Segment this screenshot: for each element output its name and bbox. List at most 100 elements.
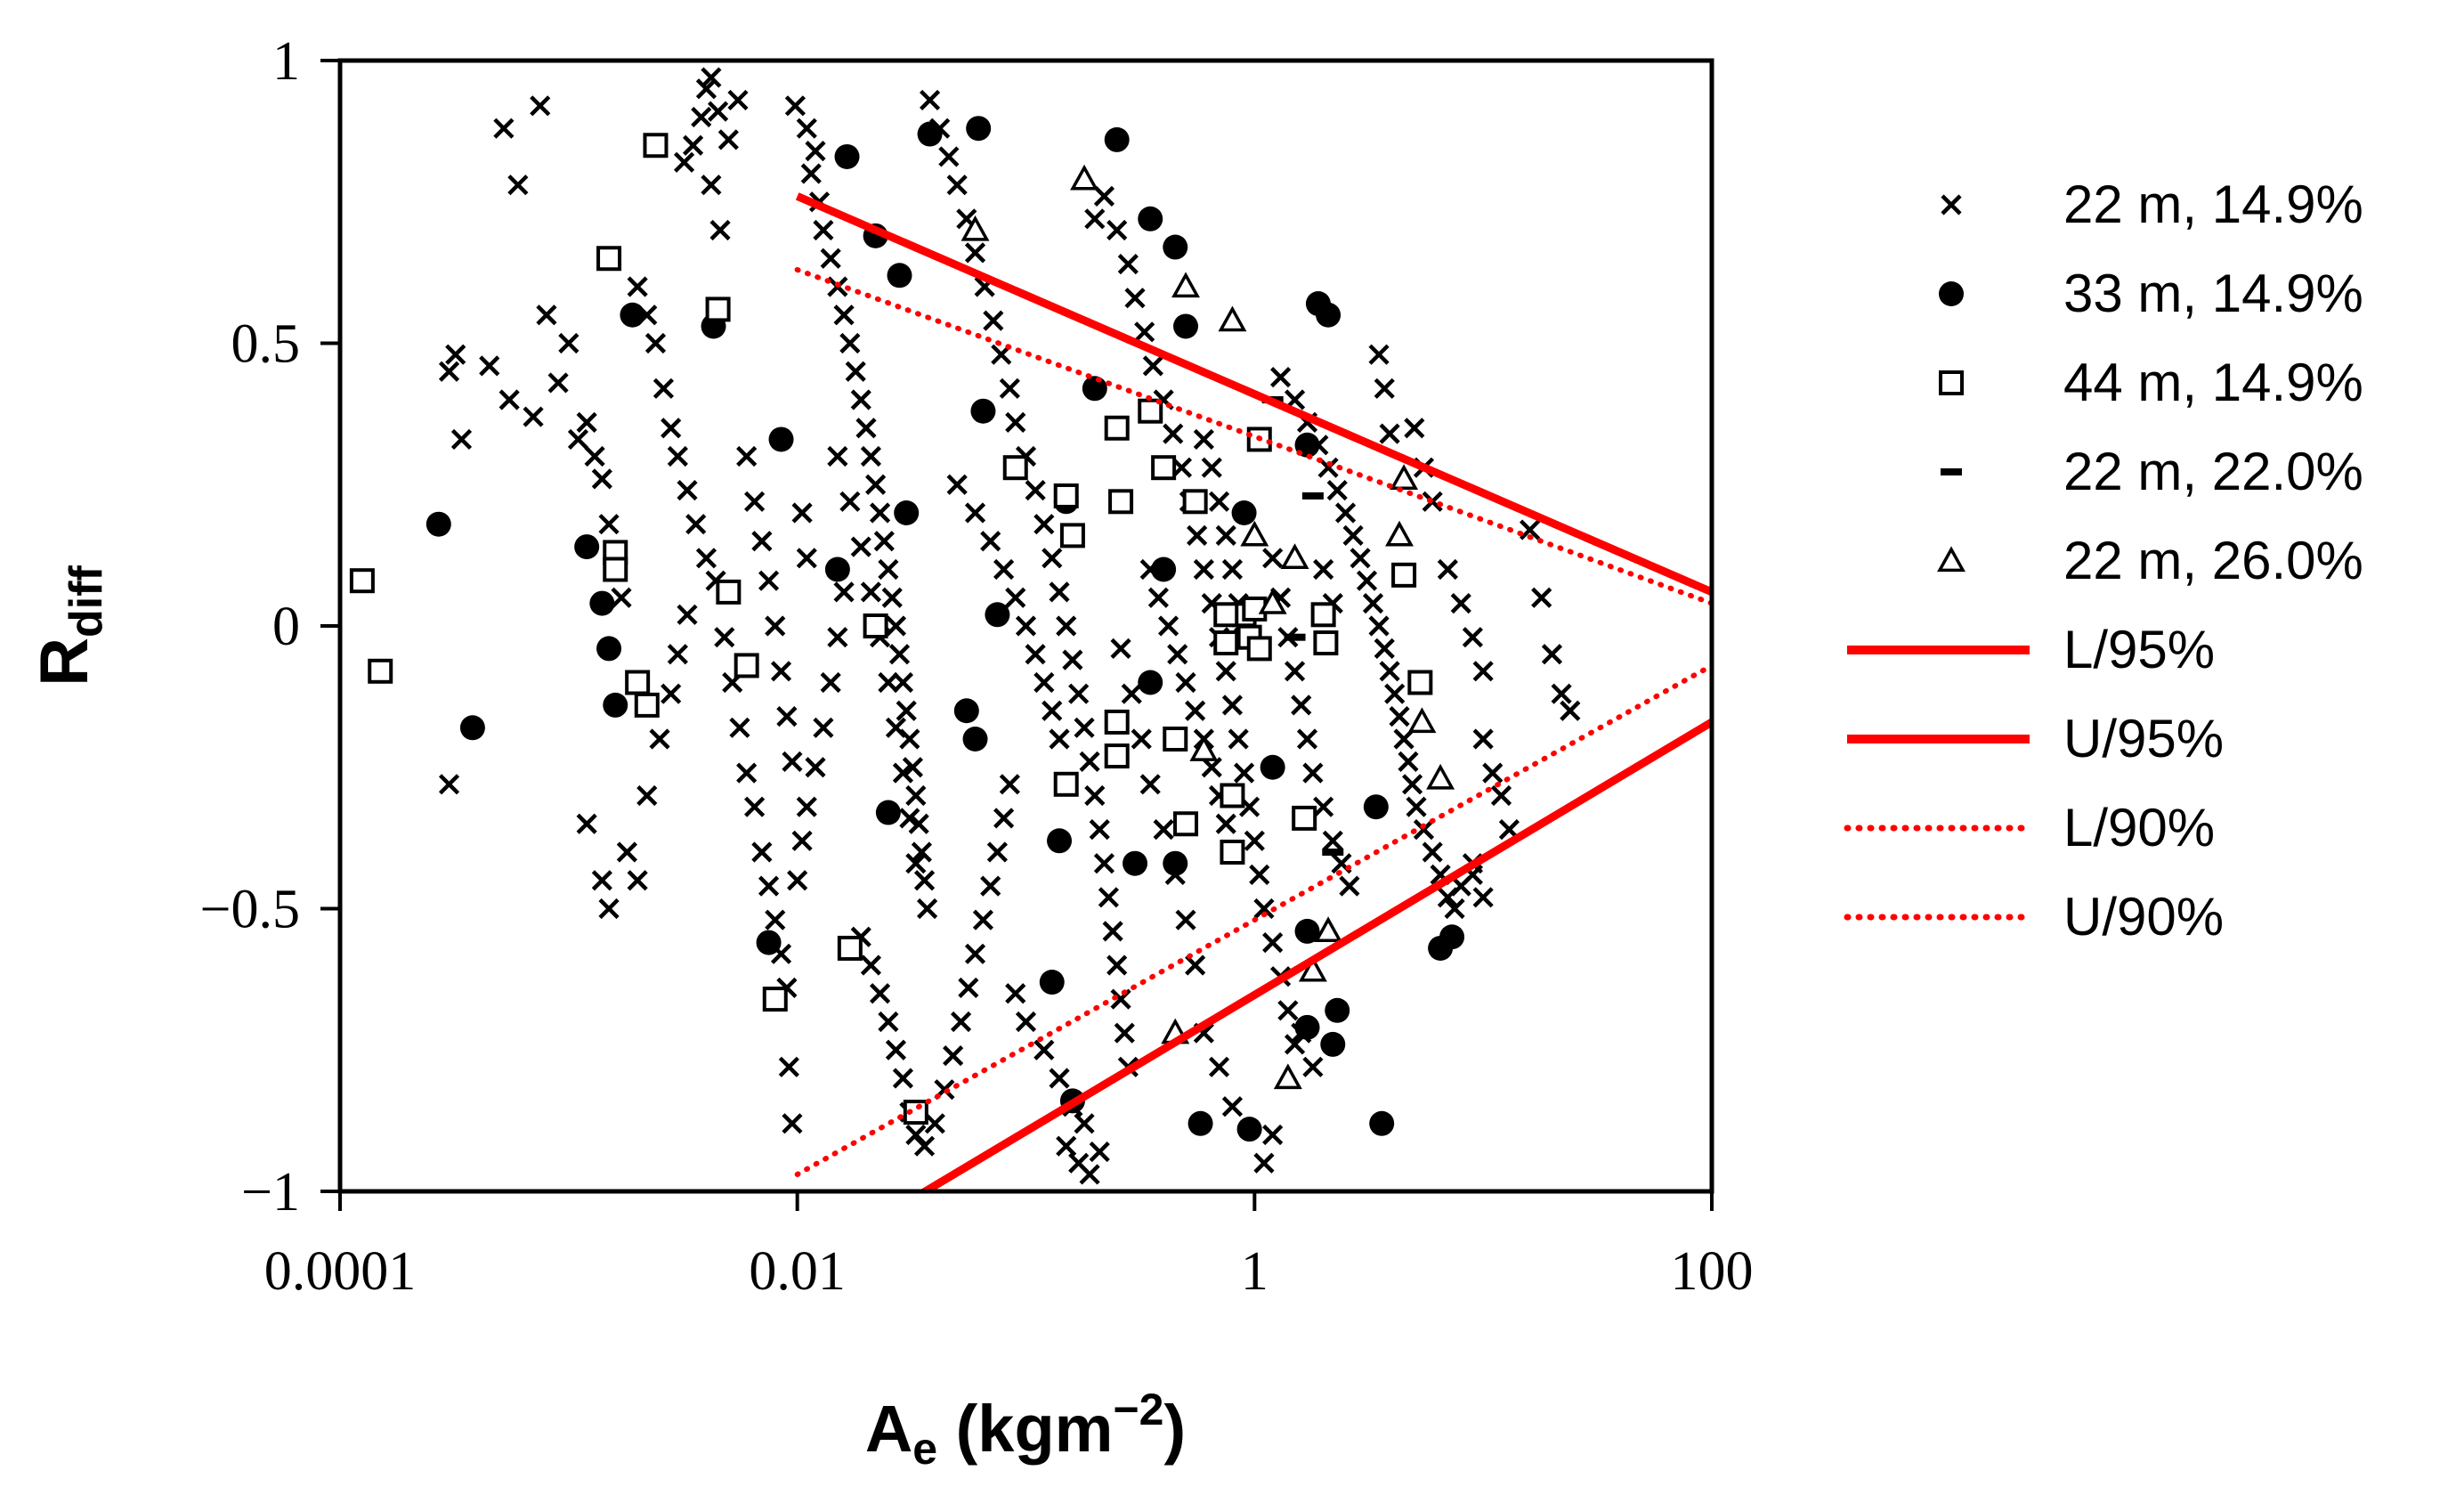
data-point-x-0-39 xyxy=(709,219,731,241)
data-point-circle-1-36 xyxy=(1163,850,1188,876)
data-point-square-2-29 xyxy=(1220,840,1245,865)
data-point-x-0-146 xyxy=(1106,955,1128,976)
data-point-x-0-115 xyxy=(972,909,994,930)
data-point-x-0-238 xyxy=(1531,587,1552,608)
data-point-circle-1-15 xyxy=(970,398,996,424)
data-point-x-0-116 xyxy=(980,875,1001,897)
data-point-x-0-293 xyxy=(1215,524,1236,546)
data-point-x-0-177 xyxy=(1228,728,1249,750)
data-point-x-0-267 xyxy=(892,762,914,784)
data-point-triangle-4-4 xyxy=(1240,520,1269,547)
data-point-x-0-25 xyxy=(636,784,658,807)
data-point-x-0-145 xyxy=(1102,921,1123,942)
y-axis-title-subscript: diff xyxy=(61,565,112,638)
data-point-x-0-23 xyxy=(616,841,637,863)
data-point-x-0-181 xyxy=(1249,864,1270,885)
data-point-x-0-214 xyxy=(1384,683,1406,704)
y-tick-label-1: 0.5 xyxy=(231,314,301,375)
data-point-x-0-198 xyxy=(1121,683,1142,704)
y-tick-label-0: 1 xyxy=(272,31,300,92)
data-point-square-2-6 xyxy=(603,557,628,582)
data-point-x-0-81 xyxy=(850,389,871,410)
legend-label-2: 44 m, 14.9% xyxy=(2063,353,2363,412)
data-point-x-0-242 xyxy=(1490,784,1512,807)
data-point-x-0-125 xyxy=(964,242,986,264)
data-point-x-0-31 xyxy=(691,106,712,128)
data-point-x-0-11 xyxy=(547,372,569,394)
data-point-circle-1-8 xyxy=(756,930,782,955)
data-point-x-0-108 xyxy=(913,1135,936,1157)
data-point-x-0-218 xyxy=(1402,774,1423,795)
data-point-x-0-144 xyxy=(1098,887,1119,908)
data-point-x-0-222 xyxy=(1379,423,1400,444)
data-point-x-0-32 xyxy=(695,78,717,100)
data-point-x-0-271 xyxy=(744,491,766,512)
data-point-x-0-22 xyxy=(598,898,620,920)
data-point-x-0-259 xyxy=(1049,728,1070,750)
data-point-square-2-35 xyxy=(1213,602,1239,628)
data-point-x-0-2 xyxy=(450,428,473,451)
data-point-circle-1-35 xyxy=(1294,918,1320,944)
data-point-x-0-89 xyxy=(885,615,907,637)
data-point-x-0-159 xyxy=(1005,983,1026,1004)
data-point-circle-1-48 xyxy=(962,727,988,752)
data-point-x-0-172 xyxy=(1193,558,1214,581)
data-point-x-0-14 xyxy=(576,411,597,433)
data-point-x-0-69 xyxy=(833,581,855,603)
data-point-x-0-45 xyxy=(667,445,688,467)
data-point-circle-1-45 xyxy=(1231,500,1257,525)
data-point-x-0-88 xyxy=(881,587,903,608)
data-point-x-0-50 xyxy=(714,627,735,648)
data-point-x-0-269 xyxy=(905,853,927,874)
y-axis-title-base: R xyxy=(27,638,102,687)
data-point-x-0-27 xyxy=(661,683,682,704)
y-tick-label-4: −1 xyxy=(241,1162,300,1223)
legend-label-0: 22 m, 14.9% xyxy=(2063,175,2363,234)
data-point-triangle-4-5 xyxy=(1280,543,1309,569)
data-point-x-0-1 xyxy=(438,361,460,382)
data-point-x-0-37 xyxy=(673,151,695,173)
data-point-triangle-4-14 xyxy=(1407,707,1437,734)
data-point-circle-1-38 xyxy=(1123,850,1148,876)
x-axis-title-superscript: −2 xyxy=(1113,1385,1163,1434)
data-point-circle-1-39 xyxy=(894,500,920,525)
data-point-x-0-10 xyxy=(536,305,557,326)
data-point-circle-1-41 xyxy=(953,698,979,724)
data-point-x-0-52 xyxy=(729,717,750,738)
axis-ticks xyxy=(320,59,1714,1211)
data-point-x-0-235 xyxy=(1462,627,1484,648)
legend-label-4: 22 m, 26.0% xyxy=(2063,531,2363,590)
data-point-x-0-7 xyxy=(498,389,520,410)
data-point-x-0-8 xyxy=(507,175,529,196)
data-point-x-0-67 xyxy=(820,671,841,694)
data-point-x-0-98 xyxy=(913,870,936,891)
data-point-x-0-34 xyxy=(708,101,729,122)
x-axis-title-base: A xyxy=(865,1392,912,1466)
data-point-x-0-95 xyxy=(905,784,927,807)
data-point-circle-1-20 xyxy=(1138,206,1163,232)
data-point-circle-1-49 xyxy=(824,557,850,582)
data-point-x-0-65 xyxy=(805,757,826,778)
data-point-square-2-15 xyxy=(1002,455,1028,481)
data-point-x-0-212 xyxy=(1374,638,1395,659)
data-point-x-0-136 xyxy=(1056,615,1077,637)
data-point-x-0-114 xyxy=(964,943,986,964)
data-point-square-2-9 xyxy=(634,692,660,718)
bound-line-u-95- xyxy=(917,719,1712,1191)
data-point-x-0-162 xyxy=(1106,219,1128,241)
data-point-x-0-28 xyxy=(667,644,688,665)
legend-symbol-0 xyxy=(1941,194,1962,215)
data-point-x-0-72 xyxy=(805,141,826,162)
data-point-x-0-274 xyxy=(765,615,786,637)
data-point-x-0-57 xyxy=(765,909,786,930)
y-axis-title: Rdiff xyxy=(27,565,112,686)
data-point-x-0-105 xyxy=(892,1068,914,1089)
data-point-circle-1-40 xyxy=(875,800,901,825)
data-point-x-0-207 xyxy=(1342,524,1364,546)
confidence-bound-lines xyxy=(794,192,1712,1191)
data-point-x-0-6 xyxy=(479,355,500,377)
data-point-x-0-138 xyxy=(1068,683,1090,704)
legend-label-8: U/90% xyxy=(2063,887,2224,946)
